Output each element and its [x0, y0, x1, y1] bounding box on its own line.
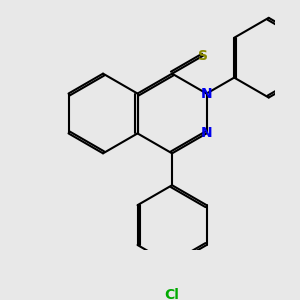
Text: N: N — [201, 87, 212, 100]
Text: S: S — [198, 49, 208, 63]
Text: N: N — [201, 126, 212, 140]
Text: Cl: Cl — [165, 288, 179, 300]
